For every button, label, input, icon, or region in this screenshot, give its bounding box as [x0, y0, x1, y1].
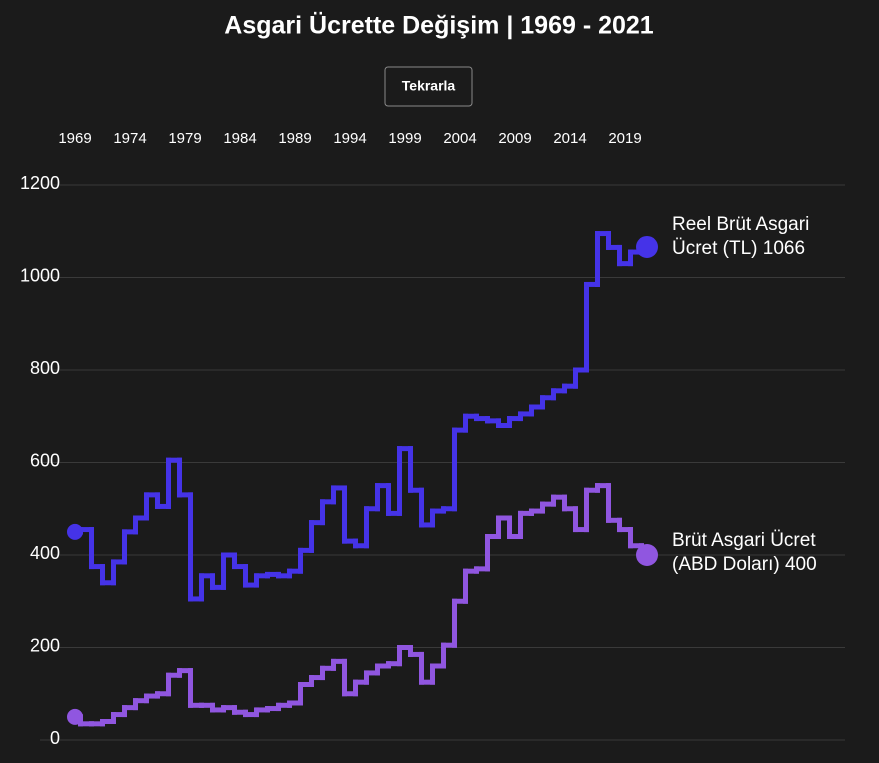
end-label: Reel Brüt Asgari Ücret (TL) 1066 [672, 213, 847, 261]
y-tick-label: 0 [50, 728, 60, 748]
x-tick-label: 1974 [113, 130, 146, 147]
chart-title: Asgari Ücrette Değişim | 1969 - 2021 [224, 11, 654, 40]
end-label-text: Brüt Asgari Ücret (ABD Doları) 400 [672, 529, 847, 577]
x-tick-label: 2019 [608, 130, 641, 147]
button-label[interactable]: Tekrarla [402, 78, 456, 94]
y-tick-label: 1000 [20, 265, 60, 285]
x-tick-label: 2009 [498, 130, 531, 147]
start-dot [67, 708, 83, 725]
last-value: 1066 [762, 237, 806, 259]
legend-name: Brüt Asgari Ücret (ABD Doları) [672, 530, 816, 575]
button-frame[interactable] [384, 66, 473, 107]
y-tick-label: 600 [30, 450, 60, 470]
x-tick-label: 1969 [58, 130, 91, 147]
series [67, 231, 658, 602]
x-tick-label: 1984 [223, 130, 256, 147]
x-tick-label: 1979 [168, 130, 201, 147]
end-label-text: Reel Brüt Asgari Ücret (TL) 1066 [672, 213, 847, 261]
y-tick-label: 1200 [20, 173, 60, 193]
y-tick-label: 200 [30, 635, 60, 655]
last-value: 400 [784, 554, 817, 575]
x-tick-label: 2014 [553, 130, 586, 147]
replay-button[interactable]: Tekrarla [384, 66, 473, 107]
start-dot [67, 523, 83, 540]
x-tick-label: 2004 [443, 130, 476, 147]
end-dot [636, 235, 658, 258]
end-label: Brüt Asgari Ücret (ABD Doları) 400 [672, 529, 847, 577]
series [67, 483, 658, 727]
y-tick-label: 400 [30, 543, 60, 563]
legend-name: Reel Brüt Asgari Ücret (TL) [672, 213, 810, 259]
x-tick-label: 1989 [278, 130, 311, 147]
x-tick-label: 1999 [388, 130, 421, 147]
x-tick-label: 1994 [333, 130, 366, 147]
end-dot [636, 544, 658, 566]
y-tick-label: 800 [30, 358, 60, 378]
